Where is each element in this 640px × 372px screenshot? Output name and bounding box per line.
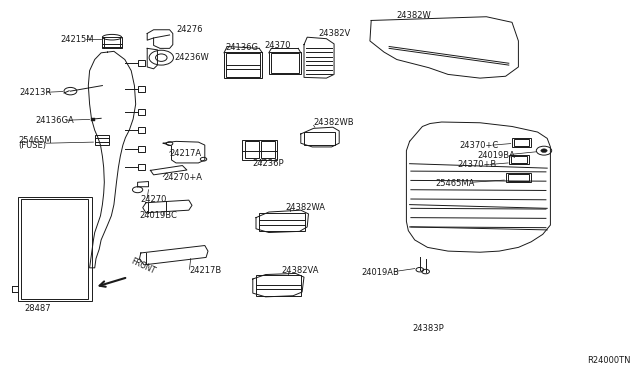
Text: (FUSE): (FUSE) xyxy=(18,141,46,150)
Bar xyxy=(269,52,301,74)
Text: 24215M: 24215M xyxy=(61,35,94,44)
Bar xyxy=(261,141,275,158)
Text: 24382V: 24382V xyxy=(318,29,350,38)
Text: 24217B: 24217B xyxy=(189,266,221,275)
Bar xyxy=(102,37,122,48)
Bar xyxy=(138,86,145,92)
Text: 24276: 24276 xyxy=(176,25,202,34)
Bar xyxy=(304,132,335,145)
Text: 24019BC: 24019BC xyxy=(140,211,177,220)
Text: 24236W: 24236W xyxy=(174,53,209,62)
Text: FRONT: FRONT xyxy=(129,257,157,276)
Bar xyxy=(95,135,109,142)
Text: 24236P: 24236P xyxy=(253,159,284,168)
Text: 24019AB: 24019AB xyxy=(362,268,399,277)
Bar xyxy=(256,275,301,296)
Bar xyxy=(226,53,260,77)
Bar xyxy=(224,52,262,78)
Text: 24136GA: 24136GA xyxy=(35,116,74,125)
Bar xyxy=(18,197,92,301)
Text: 24136G: 24136G xyxy=(225,43,259,52)
Text: 28487: 28487 xyxy=(24,304,51,312)
Bar xyxy=(21,199,88,299)
Bar xyxy=(512,138,531,147)
Bar xyxy=(509,155,529,164)
Text: 24370: 24370 xyxy=(264,41,291,50)
Text: 24382VA: 24382VA xyxy=(282,266,319,275)
Bar xyxy=(506,173,531,182)
Bar xyxy=(95,138,109,145)
Text: 24382W: 24382W xyxy=(397,11,431,20)
Bar xyxy=(138,109,145,115)
Text: 25465M: 25465M xyxy=(18,136,52,145)
Bar xyxy=(511,156,527,163)
Bar xyxy=(138,164,145,170)
Bar xyxy=(138,146,145,152)
Text: 24370+C: 24370+C xyxy=(460,141,499,150)
Bar xyxy=(508,174,529,181)
Text: 24213R: 24213R xyxy=(19,88,51,97)
Text: 25465MA: 25465MA xyxy=(435,179,475,187)
Bar xyxy=(271,53,299,73)
Text: 24382WA: 24382WA xyxy=(285,203,326,212)
Text: 24217A: 24217A xyxy=(170,149,202,158)
Text: 24019BA: 24019BA xyxy=(477,151,515,160)
Bar xyxy=(245,141,259,158)
Bar xyxy=(514,139,529,146)
Text: 24270: 24270 xyxy=(141,195,167,204)
Text: R24000TN: R24000TN xyxy=(587,356,630,365)
Bar xyxy=(242,140,277,160)
Circle shape xyxy=(541,149,547,153)
Text: 24383P: 24383P xyxy=(413,324,445,333)
Text: 24382WB: 24382WB xyxy=(314,118,354,127)
Bar xyxy=(259,213,305,231)
Text: 24270+A: 24270+A xyxy=(163,173,202,182)
Bar xyxy=(138,127,145,133)
Bar xyxy=(138,60,145,66)
Text: 24370+B: 24370+B xyxy=(457,160,496,169)
Bar xyxy=(91,118,95,121)
